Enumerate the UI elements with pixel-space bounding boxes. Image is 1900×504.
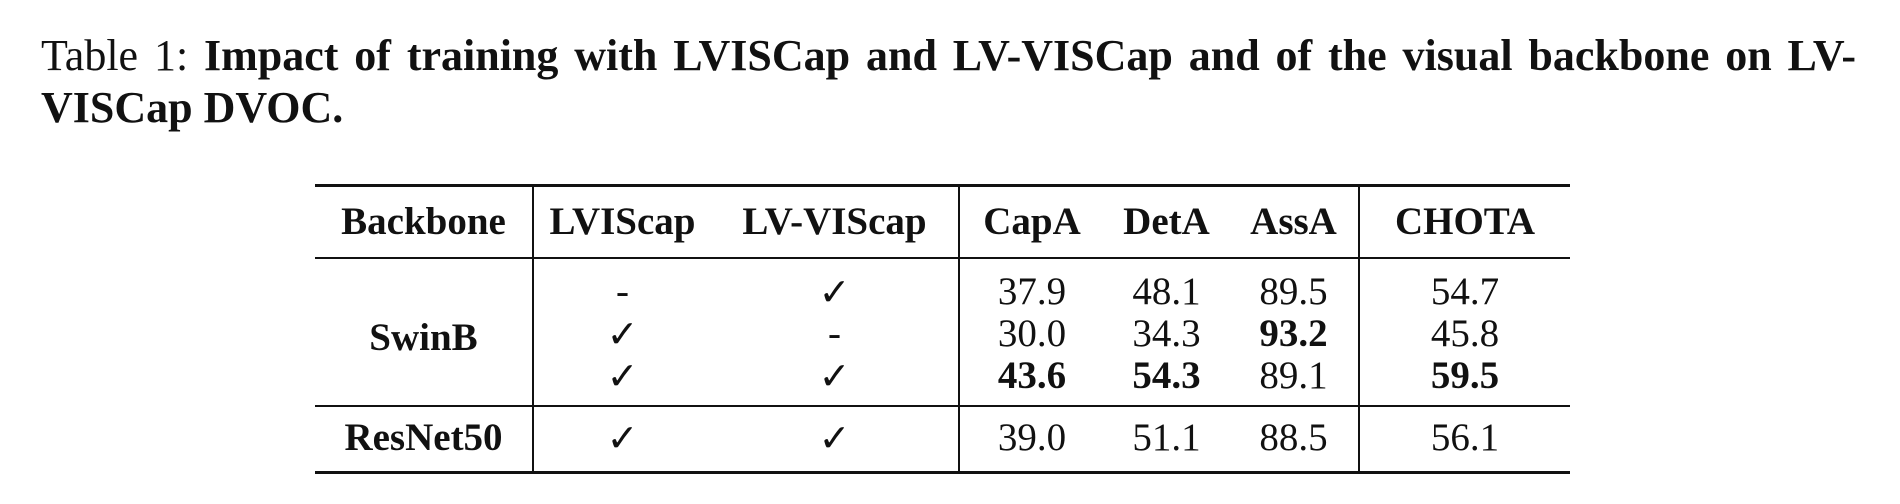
cell-assa-best: 93.2 xyxy=(1229,313,1360,355)
table-row: ResNet50 ✓ ✓ 39.0 51.1 88.5 56.1 xyxy=(315,406,1570,473)
cell-assa: 89.5 xyxy=(1229,258,1360,313)
cell-capa: 39.0 xyxy=(997,416,1067,459)
table-row: ✓ - 30.0 34.3 93.2 45.8 xyxy=(315,313,1570,355)
cell-lvviscap: ✓ xyxy=(711,258,960,313)
cell-deta-best: 54.3 xyxy=(1132,354,1201,397)
cell-capa: 37.9 xyxy=(997,270,1067,313)
cell-lvviscap: - xyxy=(711,313,960,355)
header-lviscap: LVIScap xyxy=(549,200,696,243)
header-backbone: Backbone xyxy=(315,185,534,258)
cell-chota: 54.7 xyxy=(1430,270,1500,313)
results-table: Backbone LVIScap LV-VIScap CapA DetA Ass… xyxy=(315,184,1570,474)
table-caption: Table 1: Impact of training with LVISCap… xyxy=(41,30,1856,134)
header-capa: CapA xyxy=(983,200,1081,243)
cell-lviscap: - xyxy=(616,270,629,313)
table-group-swinb: SwinB - ✓ 37.9 48.1 89.5 54.7 ✓ - 30.0 3… xyxy=(315,258,1570,406)
table-row: ✓ ✓ 43.6 54.3 89.1 59.5 xyxy=(315,355,1570,406)
cell-capa-best: 43.6 xyxy=(997,354,1067,397)
cell-lvviscap: ✓ xyxy=(711,406,960,473)
backbone-swinb: SwinB xyxy=(315,258,534,406)
cell-deta: 51.1 xyxy=(1132,416,1201,459)
cell-lviscap: ✓ xyxy=(606,416,639,460)
cell-capa: 30.0 xyxy=(997,312,1067,355)
header-row: Backbone LVIScap LV-VIScap CapA DetA Ass… xyxy=(315,185,1570,258)
cell-deta: 34.3 xyxy=(1132,312,1201,355)
caption-text: Impact of training with LVISCap and LV-V… xyxy=(41,31,1857,132)
header-assa: AssA xyxy=(1229,185,1360,258)
header-deta: DetA xyxy=(1123,200,1210,243)
cell-deta: 48.1 xyxy=(1132,270,1201,313)
header-lvviscap: LV-VIScap xyxy=(711,185,960,258)
cell-lvviscap: ✓ xyxy=(711,355,960,406)
results-table-container: Backbone LVIScap LV-VIScap CapA DetA Ass… xyxy=(315,184,1570,474)
table-group-resnet50: ResNet50 ✓ ✓ 39.0 51.1 88.5 56.1 xyxy=(315,406,1570,473)
cell-lviscap: ✓ xyxy=(606,312,639,356)
cell-assa: 89.1 xyxy=(1229,355,1360,406)
cell-chota: 56.1 xyxy=(1430,416,1500,459)
caption-label: Table 1: xyxy=(41,31,189,80)
table-header: Backbone LVIScap LV-VIScap CapA DetA Ass… xyxy=(315,185,1570,258)
backbone-resnet50: ResNet50 xyxy=(315,406,534,473)
table-row: SwinB - ✓ 37.9 48.1 89.5 54.7 xyxy=(315,258,1570,406)
cell-assa: 88.5 xyxy=(1229,406,1360,473)
cell-chota: 45.8 xyxy=(1430,312,1500,355)
cell-lviscap: ✓ xyxy=(606,354,639,398)
cell-chota-best: 59.5 xyxy=(1430,354,1500,397)
header-chota: CHOTA xyxy=(1394,200,1536,243)
